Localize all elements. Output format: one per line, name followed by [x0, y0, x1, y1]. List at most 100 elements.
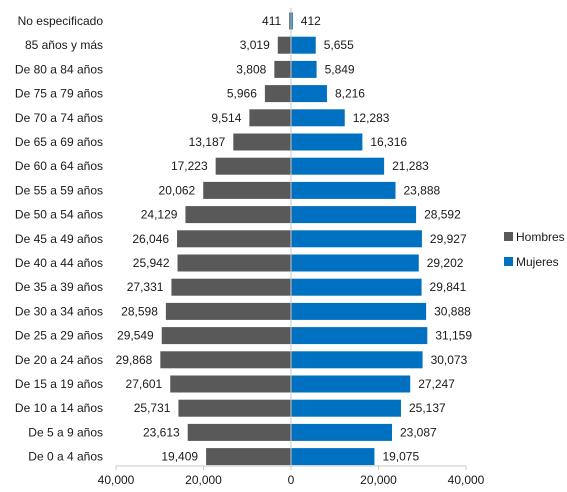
category-label-85-a-os-y-m-s: 85 años y más	[25, 38, 103, 52]
bar-mujeres-de-55-a-59-a-os	[291, 181, 396, 199]
bar-hombres-de-25-a-29-a-os	[161, 327, 291, 345]
value-label-hombres-no-especificado: 411	[262, 14, 281, 28]
value-label-mujeres-de-0-a-4-a-os: 19,075	[382, 450, 419, 464]
value-label-hombres-de-0-a-4-a-os: 19,409	[161, 450, 198, 464]
bar-hombres-de-5-a-9-a-os	[187, 423, 291, 441]
x-tick-label: 40,000	[98, 473, 135, 487]
value-label-mujeres-de-50-a-54-a-os: 28,592	[424, 208, 461, 222]
value-label-mujeres-de-70-a-74-a-os: 12,283	[353, 111, 390, 125]
bars-layer	[160, 12, 428, 466]
value-label-mujeres-de-35-a-39-a-os: 29,841	[430, 280, 467, 294]
value-label-mujeres-de-55-a-59-a-os: 23,888	[404, 183, 441, 197]
bar-hombres-de-0-a-4-a-os	[206, 448, 291, 466]
category-label-de-50-a-54-a-os: De 50 a 54 años	[15, 208, 103, 222]
value-label-hombres-de-40-a-44-a-os: 25,942	[133, 256, 170, 270]
value-label-hombres-de-35-a-39-a-os: 27,331	[127, 280, 164, 294]
category-label-no-especificado: No especificado	[18, 14, 104, 28]
x-tick-label: 20,000	[360, 473, 397, 487]
category-label-de-65-a-69-a-os: De 65 a 69 años	[15, 135, 103, 149]
category-label-de-10-a-14-a-os: De 10 a 14 años	[15, 401, 103, 415]
value-label-mujeres-de-25-a-29-a-os: 31,159	[435, 329, 472, 343]
bar-mujeres-de-30-a-34-a-os	[291, 302, 427, 320]
x-axis: 40,000 20,000 0 20,000 40,000	[98, 8, 485, 487]
value-label-hombres-de-50-a-54-a-os: 24,129	[141, 208, 178, 222]
value-label-mujeres-de-30-a-34-a-os: 30,888	[434, 304, 471, 318]
legend: Hombres Mujeres	[504, 230, 565, 269]
value-label-mujeres-de-45-a-49-a-os: 29,927	[430, 232, 467, 246]
bar-hombres-de-70-a-74-a-os	[249, 109, 291, 127]
category-label-de-25-a-29-a-os: De 25 a 29 años	[15, 329, 103, 343]
value-label-hombres-de-45-a-49-a-os: 26,046	[132, 232, 169, 246]
bar-mujeres-de-70-a-74-a-os	[291, 109, 345, 127]
category-labels: No especificado 85 años y más De 80 a 84 a…	[15, 14, 103, 464]
bar-hombres-de-65-a-69-a-os	[233, 133, 291, 151]
category-label-de-80-a-84-a-os: De 80 a 84 años	[15, 62, 103, 76]
value-label-mujeres-de-65-a-69-a-os: 16,316	[370, 135, 407, 149]
category-label-de-30-a-34-a-os: De 30 a 34 años	[15, 304, 103, 318]
bar-mujeres-de-0-a-4-a-os	[291, 448, 375, 466]
bar-hombres-de-35-a-39-a-os	[171, 278, 291, 296]
category-label-de-75-a-79-a-os: De 75 a 79 años	[15, 87, 103, 101]
bar-mujeres-de-35-a-39-a-os	[291, 278, 422, 296]
value-labels: 411 412 3,019 5,655 3,808 5,849 5,966 8,216 9,51…	[116, 14, 473, 464]
bar-hombres-de-80-a-84-a-os	[274, 60, 291, 78]
x-tick-label: 40,000	[448, 473, 485, 487]
bar-hombres-de-40-a-44-a-os	[177, 254, 291, 272]
category-label-de-45-a-49-a-os: De 45 a 49 años	[15, 232, 103, 246]
legend-label-mujeres: Mujeres	[516, 255, 559, 269]
category-label-de-55-a-59-a-os: De 55 a 59 años	[15, 183, 103, 197]
bar-hombres-de-60-a-64-a-os	[215, 157, 291, 175]
bar-hombres-85-a-os-y-m-s	[277, 36, 291, 54]
bar-mujeres-de-75-a-79-a-os	[291, 85, 327, 103]
value-label-mujeres-de-20-a-24-a-os: 30,073	[431, 353, 468, 367]
value-label-hombres-de-5-a-9-a-os: 23,613	[143, 425, 180, 439]
bar-mujeres-de-50-a-54-a-os	[291, 206, 417, 224]
category-label-de-5-a-9-a-os: De 5 a 9 años	[28, 425, 103, 439]
bar-mujeres-de-60-a-64-a-os	[291, 157, 385, 175]
value-label-hombres-85-a-os-y-m-s: 3,019	[240, 38, 270, 52]
bar-hombres-de-10-a-14-a-os	[178, 399, 291, 417]
category-label-de-20-a-24-a-os: De 20 a 24 años	[15, 353, 103, 367]
bar-mujeres-de-25-a-29-a-os	[291, 327, 428, 345]
value-label-mujeres-de-10-a-14-a-os: 25,137	[409, 401, 446, 415]
bar-mujeres-de-15-a-19-a-os	[291, 375, 411, 393]
bar-hombres-de-45-a-49-a-os	[177, 230, 291, 248]
value-label-mujeres-de-80-a-84-a-os: 5,849	[325, 62, 355, 76]
bar-mujeres-de-10-a-14-a-os	[291, 399, 401, 417]
category-label-de-35-a-39-a-os: De 35 a 39 años	[15, 280, 103, 294]
bar-hombres-de-55-a-59-a-os	[203, 181, 291, 199]
legend-label-hombres: Hombres	[516, 230, 565, 244]
bar-mujeres-no-especificado	[291, 12, 293, 30]
bar-hombres-de-75-a-79-a-os	[264, 85, 291, 103]
bar-mujeres-de-20-a-24-a-os	[291, 351, 423, 369]
value-label-hombres-de-60-a-64-a-os: 17,223	[171, 159, 208, 173]
value-label-hombres-de-75-a-79-a-os: 5,966	[227, 87, 257, 101]
value-label-mujeres-de-75-a-79-a-os: 8,216	[335, 87, 365, 101]
value-label-mujeres-de-15-a-19-a-os: 27,247	[418, 377, 455, 391]
bar-mujeres-de-40-a-44-a-os	[291, 254, 419, 272]
bar-mujeres-de-45-a-49-a-os	[291, 230, 422, 248]
category-label-de-60-a-64-a-os: De 60 a 64 años	[15, 159, 103, 173]
legend-swatch-hombres	[504, 232, 513, 241]
value-label-hombres-de-20-a-24-a-os: 29,868	[116, 353, 153, 367]
value-label-hombres-de-25-a-29-a-os: 29,549	[117, 329, 154, 343]
bar-hombres-de-15-a-19-a-os	[170, 375, 291, 393]
category-label-de-0-a-4-a-os: De 0 a 4 años	[28, 450, 103, 464]
value-label-hombres-de-70-a-74-a-os: 9,514	[211, 111, 241, 125]
category-label-de-40-a-44-a-os: De 40 a 44 años	[15, 256, 103, 270]
category-label-de-70-a-74-a-os: De 70 a 74 años	[15, 111, 103, 125]
value-label-mujeres-no-especificado: 412	[301, 14, 321, 28]
bar-hombres-de-50-a-54-a-os	[185, 206, 291, 224]
value-label-hombres-de-10-a-14-a-os: 25,731	[134, 401, 171, 415]
x-tick-label: 0	[288, 473, 295, 487]
legend-swatch-mujeres	[504, 257, 513, 266]
value-label-hombres-de-15-a-19-a-os: 27,601	[126, 377, 163, 391]
bar-hombres-no-especificado	[289, 12, 291, 30]
value-label-mujeres-de-40-a-44-a-os: 29,202	[427, 256, 464, 270]
bar-mujeres-de-65-a-69-a-os	[291, 133, 363, 151]
bar-hombres-de-20-a-24-a-os	[160, 351, 291, 369]
value-label-mujeres-85-a-os-y-m-s: 5,655	[324, 38, 354, 52]
bar-hombres-de-30-a-34-a-os	[165, 302, 291, 320]
value-label-hombres-de-65-a-69-a-os: 13,187	[189, 135, 226, 149]
